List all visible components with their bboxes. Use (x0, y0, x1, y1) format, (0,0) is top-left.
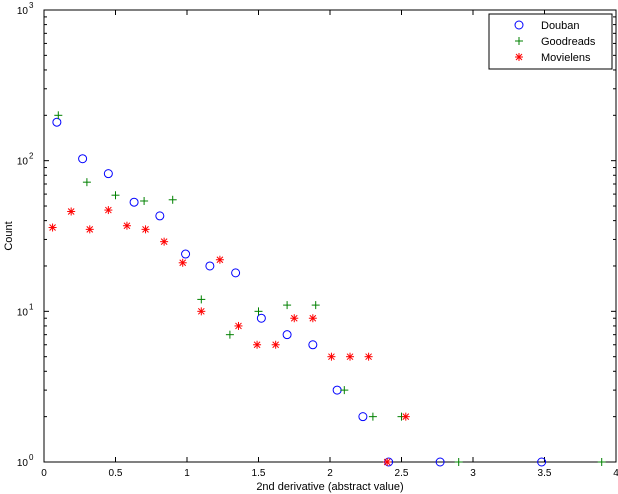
data-point-douban (103, 169, 113, 179)
y-tick-base: 10 (17, 6, 29, 17)
data-point-goodreads (197, 295, 206, 304)
y-tick-label: 10 (17, 6, 29, 17)
data-point-movielens (104, 206, 113, 215)
data-point-douban (256, 313, 266, 323)
y-tick-exponent: 0 (29, 453, 34, 462)
legend-label: Movielens (541, 52, 591, 64)
x-tick-label: 1 (184, 468, 190, 479)
data-markers (48, 111, 606, 467)
data-point-goodreads (225, 330, 234, 339)
data-point-goodreads (283, 301, 292, 310)
data-point-douban (129, 197, 139, 207)
x-axis-ticks: 0 0.5 1 1.5 2 2.5 3 3.5 4 (41, 10, 618, 479)
x-tick-label: 0 (41, 468, 47, 479)
legend-label: Douban (541, 20, 580, 32)
data-point-movielens (327, 352, 336, 361)
x-tick-label: 1.5 (252, 468, 266, 479)
plot-area (43, 9, 617, 463)
x-tick-label: 2.5 (395, 468, 409, 479)
data-point-movielens (383, 458, 392, 466)
data-point-movielens (122, 221, 131, 230)
data-point-movielens (346, 352, 355, 361)
data-point-movielens (67, 207, 76, 216)
x-axis-label: 2nd derivative (abstract value) (256, 481, 403, 493)
data-point-douban (358, 412, 368, 422)
data-point-goodreads (168, 195, 177, 204)
data-point-movielens (401, 412, 410, 421)
y-tick-exponent: 2 (29, 152, 34, 161)
legend-label: Goodreads (541, 36, 596, 48)
y-tick-label: 10 (17, 307, 29, 318)
legend-box (488, 13, 613, 70)
x-tick-label: 3.5 (538, 468, 552, 479)
y-tick-label: 10 (17, 458, 29, 469)
y-tick-base: 10 (17, 307, 29, 318)
legend-marker-goodreads (515, 37, 523, 45)
x-tick-label: 4 (613, 468, 618, 479)
data-point-movielens (178, 258, 187, 267)
data-point-goodreads (597, 458, 606, 466)
data-point-goodreads (54, 111, 63, 120)
data-point-goodreads (254, 307, 263, 316)
y-tick-exponent: 1 (29, 302, 34, 311)
data-point-douban (282, 330, 292, 340)
data-point-douban (308, 340, 318, 350)
y-tick-label: 10 (17, 157, 29, 168)
data-point-movielens (308, 314, 317, 323)
data-point-goodreads (82, 178, 91, 187)
data-point-movielens (85, 225, 94, 234)
data-point-douban (181, 249, 191, 259)
data-point-movielens (271, 340, 280, 349)
data-point-goodreads (111, 191, 120, 200)
data-point-movielens (160, 237, 169, 246)
data-point-douban (435, 457, 445, 467)
data-point-movielens (253, 340, 262, 349)
data-point-movielens (290, 314, 299, 323)
data-point-goodreads (311, 301, 320, 310)
data-point-douban (155, 211, 165, 221)
legend-marker-movielens (515, 53, 523, 61)
data-point-movielens (234, 321, 243, 330)
data-point-goodreads (368, 412, 377, 421)
x-tick-label: 0.5 (109, 468, 123, 479)
y-tick-base: 10 (17, 157, 29, 168)
data-point-movielens (48, 223, 57, 232)
data-point-douban (537, 457, 547, 467)
legend-marker-douban (514, 20, 524, 30)
data-point-goodreads (140, 196, 149, 205)
data-point-movielens (364, 352, 373, 361)
y-axis-label: Count (3, 221, 15, 250)
legend: Douban Goodreads Movielens (488, 13, 613, 70)
data-point-movielens (215, 255, 224, 264)
y-tick-exponent: 3 (29, 1, 34, 10)
data-point-movielens (141, 225, 150, 234)
data-point-douban (205, 261, 215, 271)
x-tick-label: 3 (470, 468, 476, 479)
data-point-douban (231, 268, 241, 278)
data-point-goodreads (340, 386, 349, 395)
y-tick-base: 10 (17, 458, 29, 469)
x-tick-label: 2 (327, 468, 333, 479)
data-point-douban (52, 117, 62, 127)
data-point-movielens (197, 307, 206, 316)
data-point-goodreads (454, 458, 463, 466)
data-point-douban (78, 154, 88, 164)
